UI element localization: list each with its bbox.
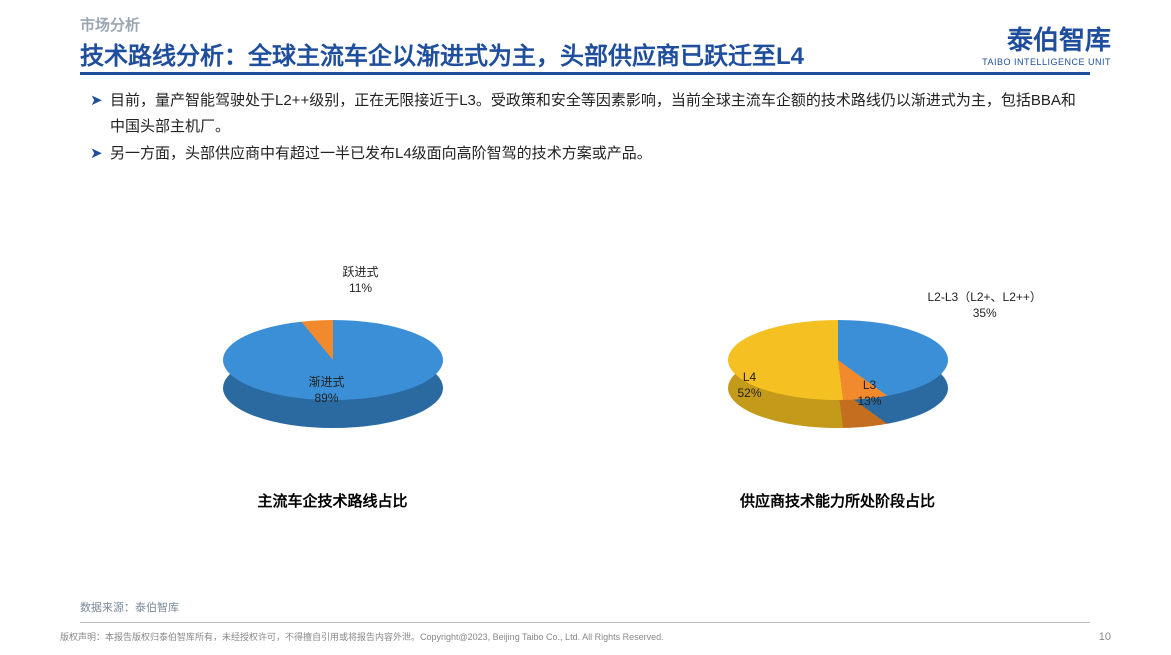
source-line bbox=[80, 622, 1090, 623]
bullet-text: 另一方面，头部供应商中有超过一半已发布L4级面向高阶智驾的技术方案或产品。 bbox=[110, 141, 652, 167]
pie-slice-label: L452% bbox=[738, 370, 762, 401]
title-underline bbox=[80, 72, 1090, 75]
bullet-item: ➤目前，量产智能驾驶处于L2++级别，正在无限接近于L3。受政策和安全等因素影响… bbox=[90, 88, 1090, 139]
slide: 市场分析 技术路线分析：全球主流车企以渐进式为主，头部供应商已跃迁至L4 泰伯智… bbox=[0, 0, 1171, 655]
bullet-text: 目前，量产智能驾驶处于L2++级别，正在无限接近于L3。受政策和安全等因素影响，… bbox=[110, 88, 1090, 139]
pie-slice-label: L313% bbox=[858, 378, 882, 409]
chart-left: 渐进式89%跃进式11% 主流车企技术路线占比 bbox=[80, 200, 585, 540]
bullet-marker-icon: ➤ bbox=[90, 141, 110, 167]
pie-chart-2: L2-L3（L2+、L2++）35%L313%L452% bbox=[728, 320, 948, 430]
page-title: 技术路线分析：全球主流车企以渐进式为主，头部供应商已跃迁至L4 bbox=[80, 36, 804, 71]
chart-title-2: 供应商技术能力所处阶段占比 bbox=[585, 490, 1090, 511]
brand-logo: 泰伯智库 TAIBO INTELLIGENCE UNIT bbox=[982, 20, 1111, 67]
pie-slice-label: 跃进式11% bbox=[343, 265, 379, 296]
chart-title-1: 主流车企技术路线占比 bbox=[80, 490, 585, 511]
data-source: 数据来源：泰伯智库 bbox=[80, 599, 179, 615]
brand-cn: 泰伯智库 bbox=[982, 20, 1111, 57]
pie-slice-label: L2-L3（L2+、L2++）35% bbox=[928, 290, 1042, 321]
copyright: 版权声明：本报告版权归泰伯智库所有，未经授权许可，不得擅自引用或将报告内容外泄。… bbox=[60, 630, 664, 643]
page-number: 10 bbox=[1099, 631, 1111, 643]
section-tag: 市场分析 bbox=[80, 14, 140, 35]
bullet-item: ➤另一方面，头部供应商中有超过一半已发布L4级面向高阶智驾的技术方案或产品。 bbox=[90, 141, 1090, 167]
charts-row: 渐进式89%跃进式11% 主流车企技术路线占比 L2-L3（L2+、L2++）3… bbox=[80, 200, 1090, 540]
bullet-marker-icon: ➤ bbox=[90, 88, 110, 139]
chart-right: L2-L3（L2+、L2++）35% L313% L452% 供应商技术能力所处阶段… bbox=[585, 200, 1090, 540]
pie-chart-1: 渐进式89%跃进式11% bbox=[223, 320, 443, 430]
bullet-list: ➤目前，量产智能驾驶处于L2++级别，正在无限接近于L3。受政策和安全等因素影响… bbox=[90, 88, 1090, 169]
brand-en: TAIBO INTELLIGENCE UNIT bbox=[982, 57, 1111, 67]
pie-slice-label: 渐进式89% bbox=[309, 375, 345, 406]
